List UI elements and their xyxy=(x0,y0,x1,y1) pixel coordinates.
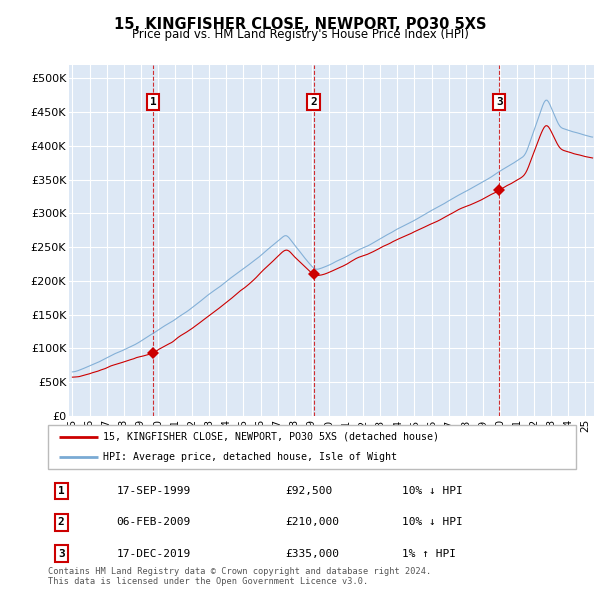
Text: £335,000: £335,000 xyxy=(286,549,340,559)
FancyBboxPatch shape xyxy=(48,425,576,469)
Text: £210,000: £210,000 xyxy=(286,517,340,527)
Text: Price paid vs. HM Land Registry's House Price Index (HPI): Price paid vs. HM Land Registry's House … xyxy=(131,28,469,41)
Text: 17-SEP-1999: 17-SEP-1999 xyxy=(116,486,191,496)
Text: 15, KINGFISHER CLOSE, NEWPORT, PO30 5XS: 15, KINGFISHER CLOSE, NEWPORT, PO30 5XS xyxy=(114,17,486,31)
Text: 10% ↓ HPI: 10% ↓ HPI xyxy=(402,517,463,527)
Text: 3: 3 xyxy=(496,97,503,107)
Text: £92,500: £92,500 xyxy=(286,486,333,496)
Text: Contains HM Land Registry data © Crown copyright and database right 2024.
This d: Contains HM Land Registry data © Crown c… xyxy=(48,567,431,586)
Text: 15, KINGFISHER CLOSE, NEWPORT, PO30 5XS (detached house): 15, KINGFISHER CLOSE, NEWPORT, PO30 5XS … xyxy=(103,432,439,442)
Text: 17-DEC-2019: 17-DEC-2019 xyxy=(116,549,191,559)
Text: 2: 2 xyxy=(58,517,65,527)
Text: 1% ↑ HPI: 1% ↑ HPI xyxy=(402,549,456,559)
Text: 1: 1 xyxy=(58,486,65,496)
Text: 2: 2 xyxy=(310,97,317,107)
Text: HPI: Average price, detached house, Isle of Wight: HPI: Average price, detached house, Isle… xyxy=(103,452,397,462)
Text: 1: 1 xyxy=(150,97,157,107)
Text: 06-FEB-2009: 06-FEB-2009 xyxy=(116,517,191,527)
Text: 10% ↓ HPI: 10% ↓ HPI xyxy=(402,486,463,496)
Text: 3: 3 xyxy=(58,549,65,559)
